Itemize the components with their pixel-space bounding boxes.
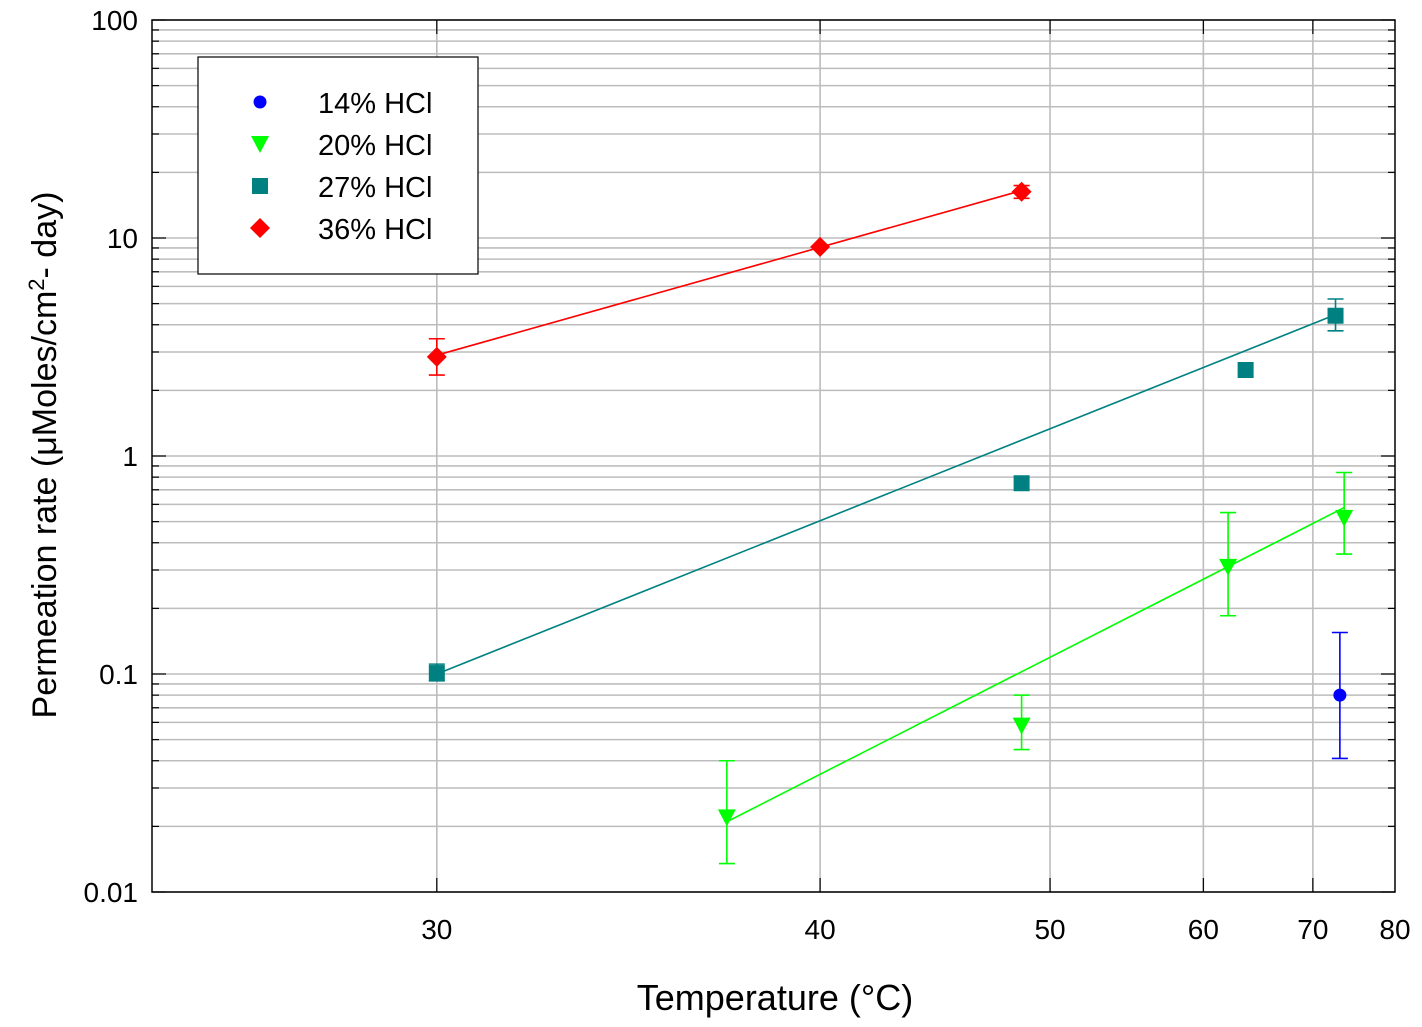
- legend-marker-20-hcl: [251, 136, 269, 153]
- legend-label-27-hcl: 27% HCl: [318, 172, 432, 204]
- y-axis-label-main: Permeation rate (μMoles/cm: [26, 291, 64, 719]
- fit-line-36-hcl: [436, 189, 1022, 356]
- legend-label-14-hcl: 14% HCl: [318, 88, 432, 120]
- y-tick-label: 10: [107, 223, 138, 254]
- legend-item-20-hcl: 20% HCl: [251, 130, 432, 162]
- legend-marker-27-hcl: [252, 178, 268, 194]
- data-point-20-hcl: [717, 809, 736, 827]
- y-tick-label: 0.01: [84, 877, 139, 908]
- legend-label-20-hcl: 20% HCl: [318, 130, 432, 162]
- x-tick-label: 60: [1188, 914, 1219, 945]
- data-point-36-hcl: [810, 236, 831, 257]
- legend-box: [197, 56, 479, 275]
- data-point-27-hcl: [1237, 362, 1254, 379]
- y-tick-label: 100: [91, 5, 138, 36]
- y-tick-label: 0.1: [99, 659, 138, 690]
- x-tick-label: 80: [1379, 914, 1410, 945]
- y-axis-label-tail: - day): [26, 192, 64, 279]
- fit-line-27-hcl: [436, 313, 1336, 675]
- legend-item-14-hcl: 14% HCl: [253, 88, 432, 120]
- legend: 14% HCl 20% HCl 27% HCl 36% HCl: [197, 56, 479, 275]
- data-point-27-hcl: [1013, 475, 1030, 492]
- data-point-27-hcl: [428, 665, 445, 682]
- fit-lines: [436, 189, 1345, 823]
- data-point-36-hcl: [426, 346, 447, 367]
- x-tick-label: 40: [805, 914, 836, 945]
- data-point-36-hcl: [1011, 181, 1032, 202]
- fit-line-20-hcl: [726, 506, 1345, 823]
- legend-label-36-hcl: 36% HCl: [318, 214, 432, 246]
- legend-marker-36-hcl: [250, 218, 270, 238]
- x-tick-label: 50: [1034, 914, 1065, 945]
- y-tick-label: 1: [122, 441, 138, 472]
- y-axis-label-superscript: 2: [24, 278, 49, 290]
- legend-marker-14-hcl: [253, 95, 267, 109]
- legend-item-36-hcl: 36% HCl: [250, 214, 432, 246]
- y-axis-label: Permeation rate (μMoles/cm2- day): [24, 192, 64, 719]
- data-point-20-hcl: [1219, 558, 1238, 576]
- legend-item-27-hcl: 27% HCl: [252, 172, 432, 204]
- data-markers: [426, 181, 1354, 827]
- grid-layer: [152, 19, 1395, 893]
- error-bars: [428, 184, 1353, 865]
- data-point-20-hcl: [1012, 717, 1031, 735]
- x-tick-label: 70: [1297, 914, 1328, 945]
- data-point-27-hcl: [1327, 307, 1344, 324]
- x-axis-label: Temperature (°C): [637, 977, 913, 1018]
- data-point-14-hcl: [1333, 688, 1347, 702]
- x-tick-label: 30: [421, 914, 452, 945]
- data-point-20-hcl: [1335, 509, 1354, 527]
- ticks-layer: 0.01 0.1 1 10 100 30 40 50 60 70 80: [84, 5, 1411, 945]
